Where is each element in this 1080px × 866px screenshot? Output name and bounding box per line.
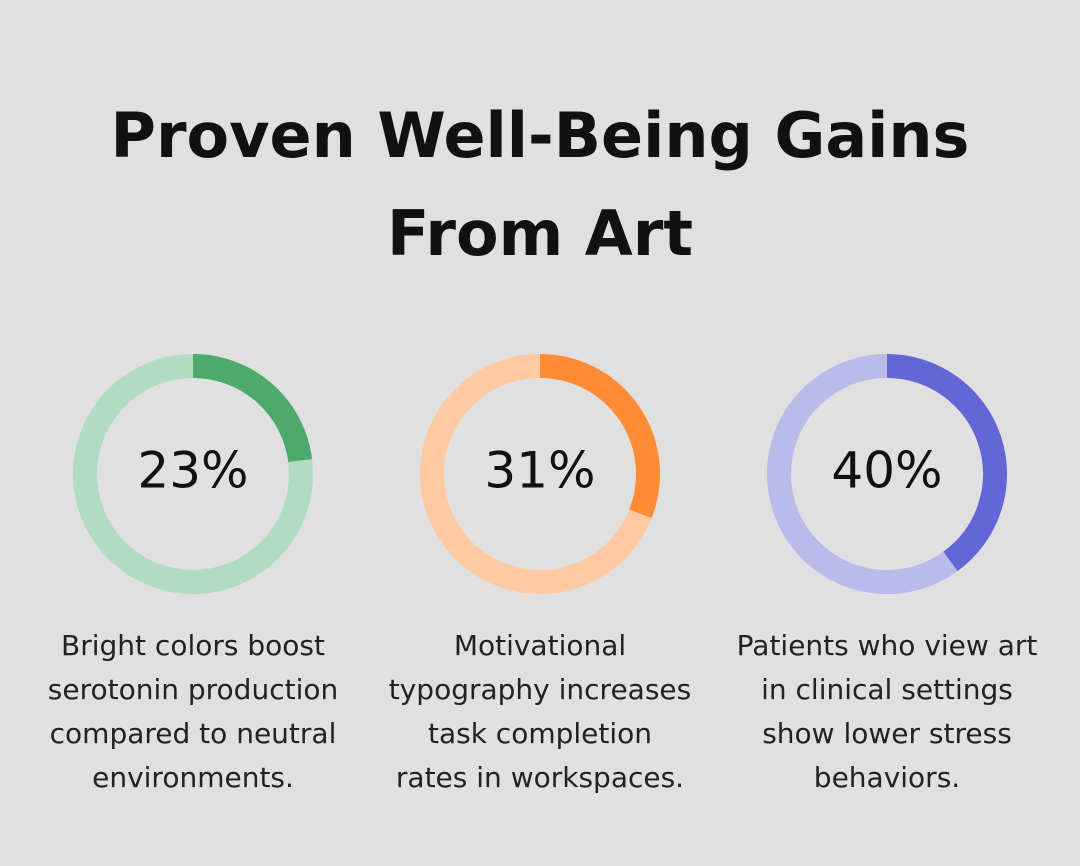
title: From Art <box>387 197 693 270</box>
value-label: 31% <box>484 442 595 500</box>
ring-arc <box>539 354 660 519</box>
caption: behaviors. <box>814 761 960 794</box>
caption: typography increases <box>389 673 692 706</box>
caption: Patients who view art <box>737 629 1038 662</box>
value-label: 23% <box>137 442 248 500</box>
caption: compared to neutral <box>50 717 337 750</box>
caption: Bright colors boost <box>61 629 325 662</box>
caption: rates in workspaces. <box>396 761 684 794</box>
caption: environments. <box>92 761 294 794</box>
caption: serotonin production <box>48 673 338 706</box>
caption: task completion <box>428 717 652 750</box>
ring-arc <box>192 354 313 463</box>
value-label: 40% <box>831 442 942 500</box>
ring-arc <box>886 354 1007 572</box>
title: Proven Well-Being Gains <box>111 99 970 172</box>
caption: in clinical settings <box>761 673 1013 706</box>
caption: Motivational <box>454 629 626 662</box>
caption: show lower stress <box>762 717 1012 750</box>
